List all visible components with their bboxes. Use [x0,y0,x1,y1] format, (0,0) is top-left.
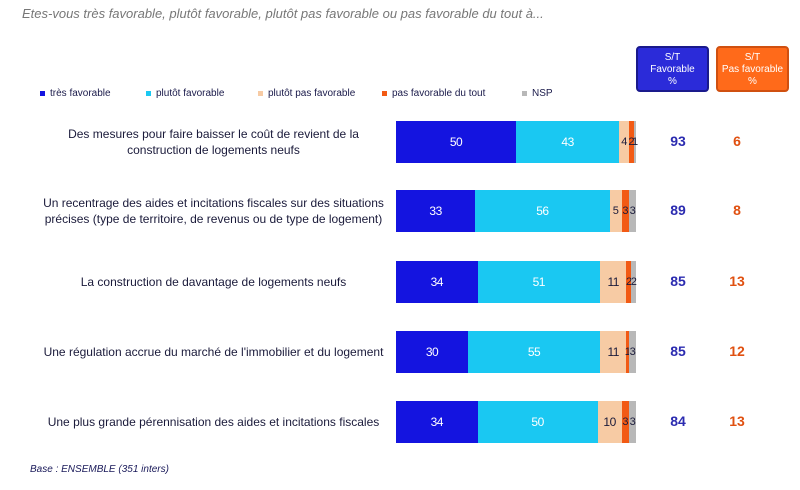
bar-value-label: 10 [603,415,616,429]
bar-value-label: 3 [629,205,636,217]
bar-segment [468,331,600,373]
bar-segment [477,401,598,443]
bar-value-label: 3 [629,416,636,428]
bar-value-label: 51 [532,275,546,289]
bar-segment [633,121,636,163]
category-label: Une régulation accrue du marché de l'imm… [43,345,384,359]
bar-value-label: 2 [628,136,634,148]
bar-segment [396,261,478,303]
bar-segment [631,261,636,303]
bar-value-label: 2 [630,276,637,288]
bar-segment [628,331,636,373]
legend-item: plutôt pas favorable [258,88,382,99]
legend-swatch [382,90,387,96]
bar-segment [396,331,468,373]
bar-segment [396,190,476,232]
total-unfavorable: 13 [729,273,745,289]
total-favorable: 85 [670,273,686,289]
bar-value-label: 3 [622,416,628,428]
total-favorable: 93 [670,133,686,149]
bar-value-label: 34 [430,415,444,429]
bar-segment [628,121,634,163]
category-label: Des mesures pour faire baisser le coût d… [68,127,359,157]
bar-value-label: 5 [612,205,619,217]
chart-title: Etes-vous très favorable, plutôt favorab… [22,6,544,21]
bar-segment [628,401,636,443]
bar-segment [621,401,629,443]
legend-label: très favorable [50,87,111,99]
bar-value-label: 50 [531,415,544,429]
bar-value-label: 50 [449,135,463,149]
header-favorable-line3: % [668,76,677,87]
total-favorable: 85 [670,343,686,359]
legend-item: pas favorable du tout [382,88,522,99]
legend-swatch [258,90,263,96]
bar-segment [619,121,629,163]
base-note: Base : ENSEMBLE (351 inters) [30,464,169,475]
bar-segment [396,121,516,163]
bar-segment [396,401,478,443]
total-unfavorable: 6 [733,133,741,149]
legend-label: plutôt favorable [156,87,225,99]
bar-value-label: 4 [621,136,627,148]
bar-value-label: 33 [429,204,442,218]
total-unfavorable: 8 [733,202,741,218]
total-favorable: 84 [670,413,686,429]
bar-value-label: 3 [622,205,628,217]
bar-value-label: 34 [430,275,444,289]
header-favorable-line1: S/T [664,52,681,63]
category-label: La construction de davantage de logement… [80,275,347,289]
bar-value-label: 3 [629,346,636,358]
header-unfavorable-line3: % [748,76,757,87]
total-unfavorable: 13 [729,413,745,429]
bar-value-label: 11 [607,275,619,289]
legend-label: pas favorable du tout [392,87,486,99]
bar-segment [516,121,620,163]
bar-value-label: 30 [425,345,439,359]
bar-segment [621,190,629,232]
legend-swatch [522,90,527,96]
bar-value-label: 43 [561,135,574,149]
bar-segment [628,190,636,232]
bar-segment [626,261,632,303]
bar-value-label: 56 [536,204,549,218]
bar-segment [600,331,627,373]
bar-value-label: 1 [631,136,638,148]
legend-label: plutôt pas favorable [268,87,356,99]
header-unfavorable-box: S/T Pas favorable % [716,46,789,92]
bar-value-label: 1 [624,346,631,358]
total-unfavorable: 12 [729,343,745,359]
bar-segment [477,261,600,303]
bar-segment [475,190,610,232]
header-unfavorable-line2: Pas favorable [721,64,784,75]
legend-swatch [146,90,151,96]
bar-segment [626,331,629,373]
legend-swatch [40,90,45,96]
legend: très favorable plutôt favorable plutôt pas… [40,86,572,100]
header-favorable-box: S/T Favorable % [636,46,709,92]
legend-label: NSP [532,87,553,99]
bar-segment [600,261,627,303]
bar-value-label: 2 [625,276,632,288]
header-favorable-line2: Favorable [650,64,695,75]
legend-item: très favorable [40,88,146,99]
legend-item: plutôt favorable [146,88,258,99]
category-label: Une plus grande pérennisation des aides … [47,415,380,429]
header-unfavorable-line1: S/T [744,52,761,63]
bar-segment [597,401,622,443]
category-label: Un recentrage des aides et incitations f… [43,196,384,226]
bar-value-label: 11 [607,345,619,359]
bar-value-label: 55 [527,345,541,359]
bar-segment [609,190,622,232]
total-favorable: 89 [670,202,686,218]
legend-item: NSP [522,88,572,99]
